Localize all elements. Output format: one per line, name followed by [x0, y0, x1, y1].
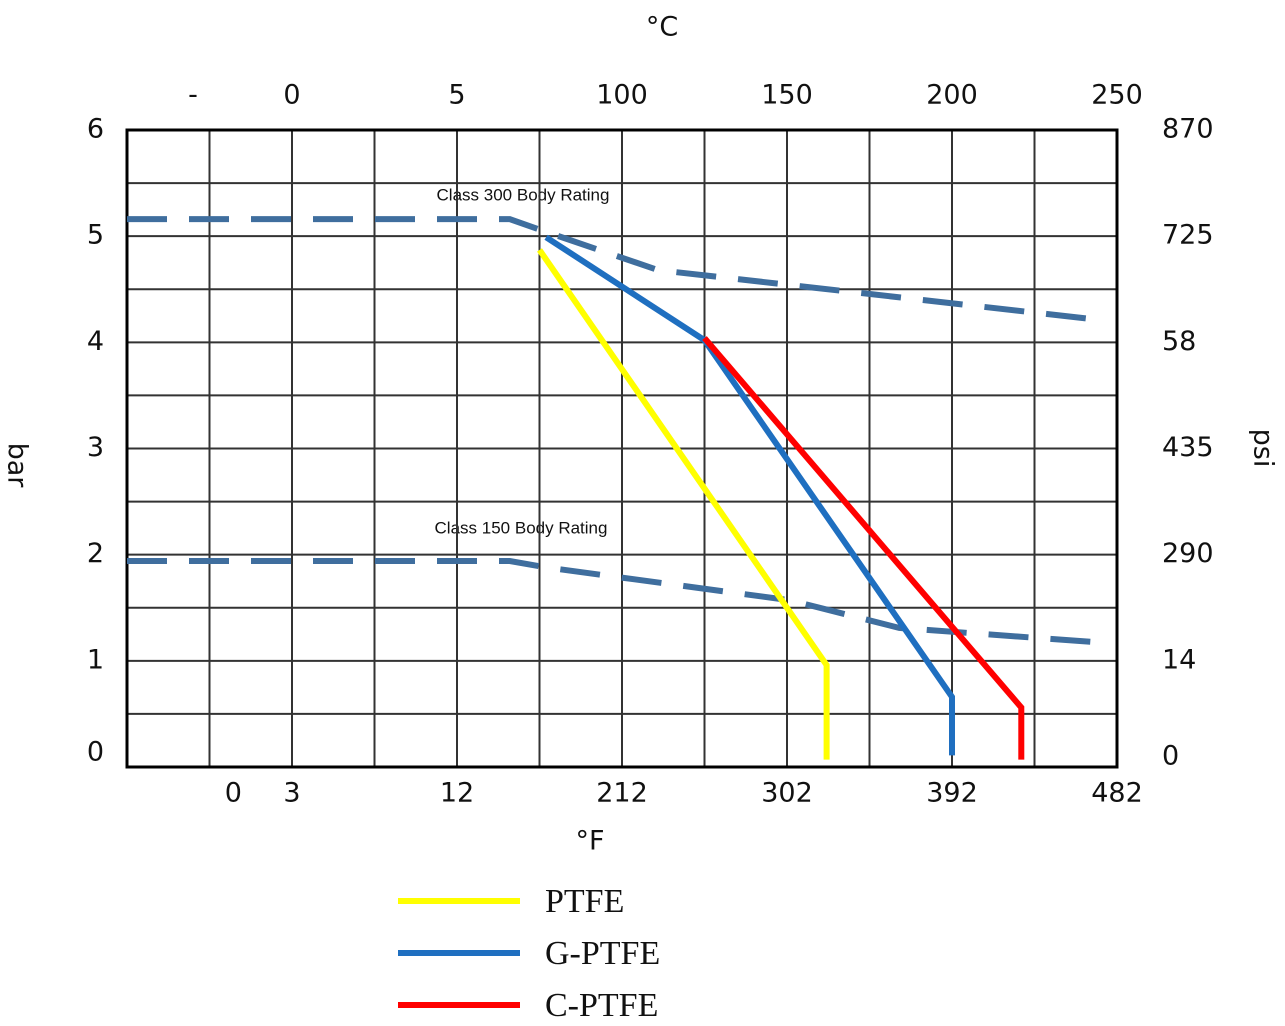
- x-tick-label: 150: [761, 80, 813, 111]
- x-tick-label: -: [188, 80, 198, 111]
- annotation: Class 300 Body Rating: [437, 185, 610, 204]
- x2-tick-label: 12: [440, 778, 474, 809]
- x2-tick-label: 482: [1091, 778, 1143, 809]
- x2-tick-label: 0: [225, 778, 242, 809]
- y2-tick-label: 14: [1162, 644, 1196, 675]
- y2-tick-label: 290: [1162, 538, 1214, 569]
- x-tick-label: 5: [448, 80, 465, 111]
- x2-tick-label: 302: [761, 778, 813, 809]
- y2-tick-label: 725: [1162, 220, 1214, 251]
- x-tick-label: 0: [283, 80, 300, 111]
- y-tick-label: 4: [87, 326, 104, 357]
- rating-line: [127, 558, 1105, 646]
- y2-tick-label: 435: [1162, 432, 1214, 463]
- x-axis-title: °C: [646, 12, 678, 43]
- x2-tick-label: 392: [926, 778, 978, 809]
- y-tick-label: 2: [87, 538, 104, 569]
- y-tick-label: 1: [87, 644, 104, 675]
- y-tick-label: 5: [87, 220, 104, 251]
- x-tick-label: 200: [926, 80, 978, 111]
- series-line: [702, 336, 1025, 760]
- y2-tick-label: 0: [1162, 741, 1179, 772]
- y2-axis-title: psi: [1248, 429, 1279, 468]
- y-tick-label: 0: [87, 737, 104, 768]
- plot-border: [125, 128, 1119, 769]
- x2-tick-label: 3: [283, 778, 300, 809]
- y-tick-label: 3: [87, 432, 104, 463]
- x2-axis-title: °F: [575, 826, 604, 857]
- x2-tick-label: 212: [596, 778, 648, 809]
- legend-label: C-PTFE: [545, 987, 658, 1024]
- y2-tick-label: 870: [1162, 114, 1214, 145]
- series-line: [537, 248, 830, 760]
- rating-line: [127, 216, 1101, 324]
- legend-label: G-PTFE: [545, 935, 660, 972]
- annotation: Class 150 Body Rating: [435, 518, 608, 537]
- y-axis-title: bar: [2, 443, 33, 489]
- x-tick-label: 100: [596, 80, 648, 111]
- x-tick-label: 250: [1091, 80, 1143, 111]
- y-tick-label: 6: [87, 114, 104, 145]
- series-line: [544, 234, 955, 756]
- legend-label: PTFE: [545, 883, 624, 920]
- y2-tick-label: 58: [1162, 326, 1196, 357]
